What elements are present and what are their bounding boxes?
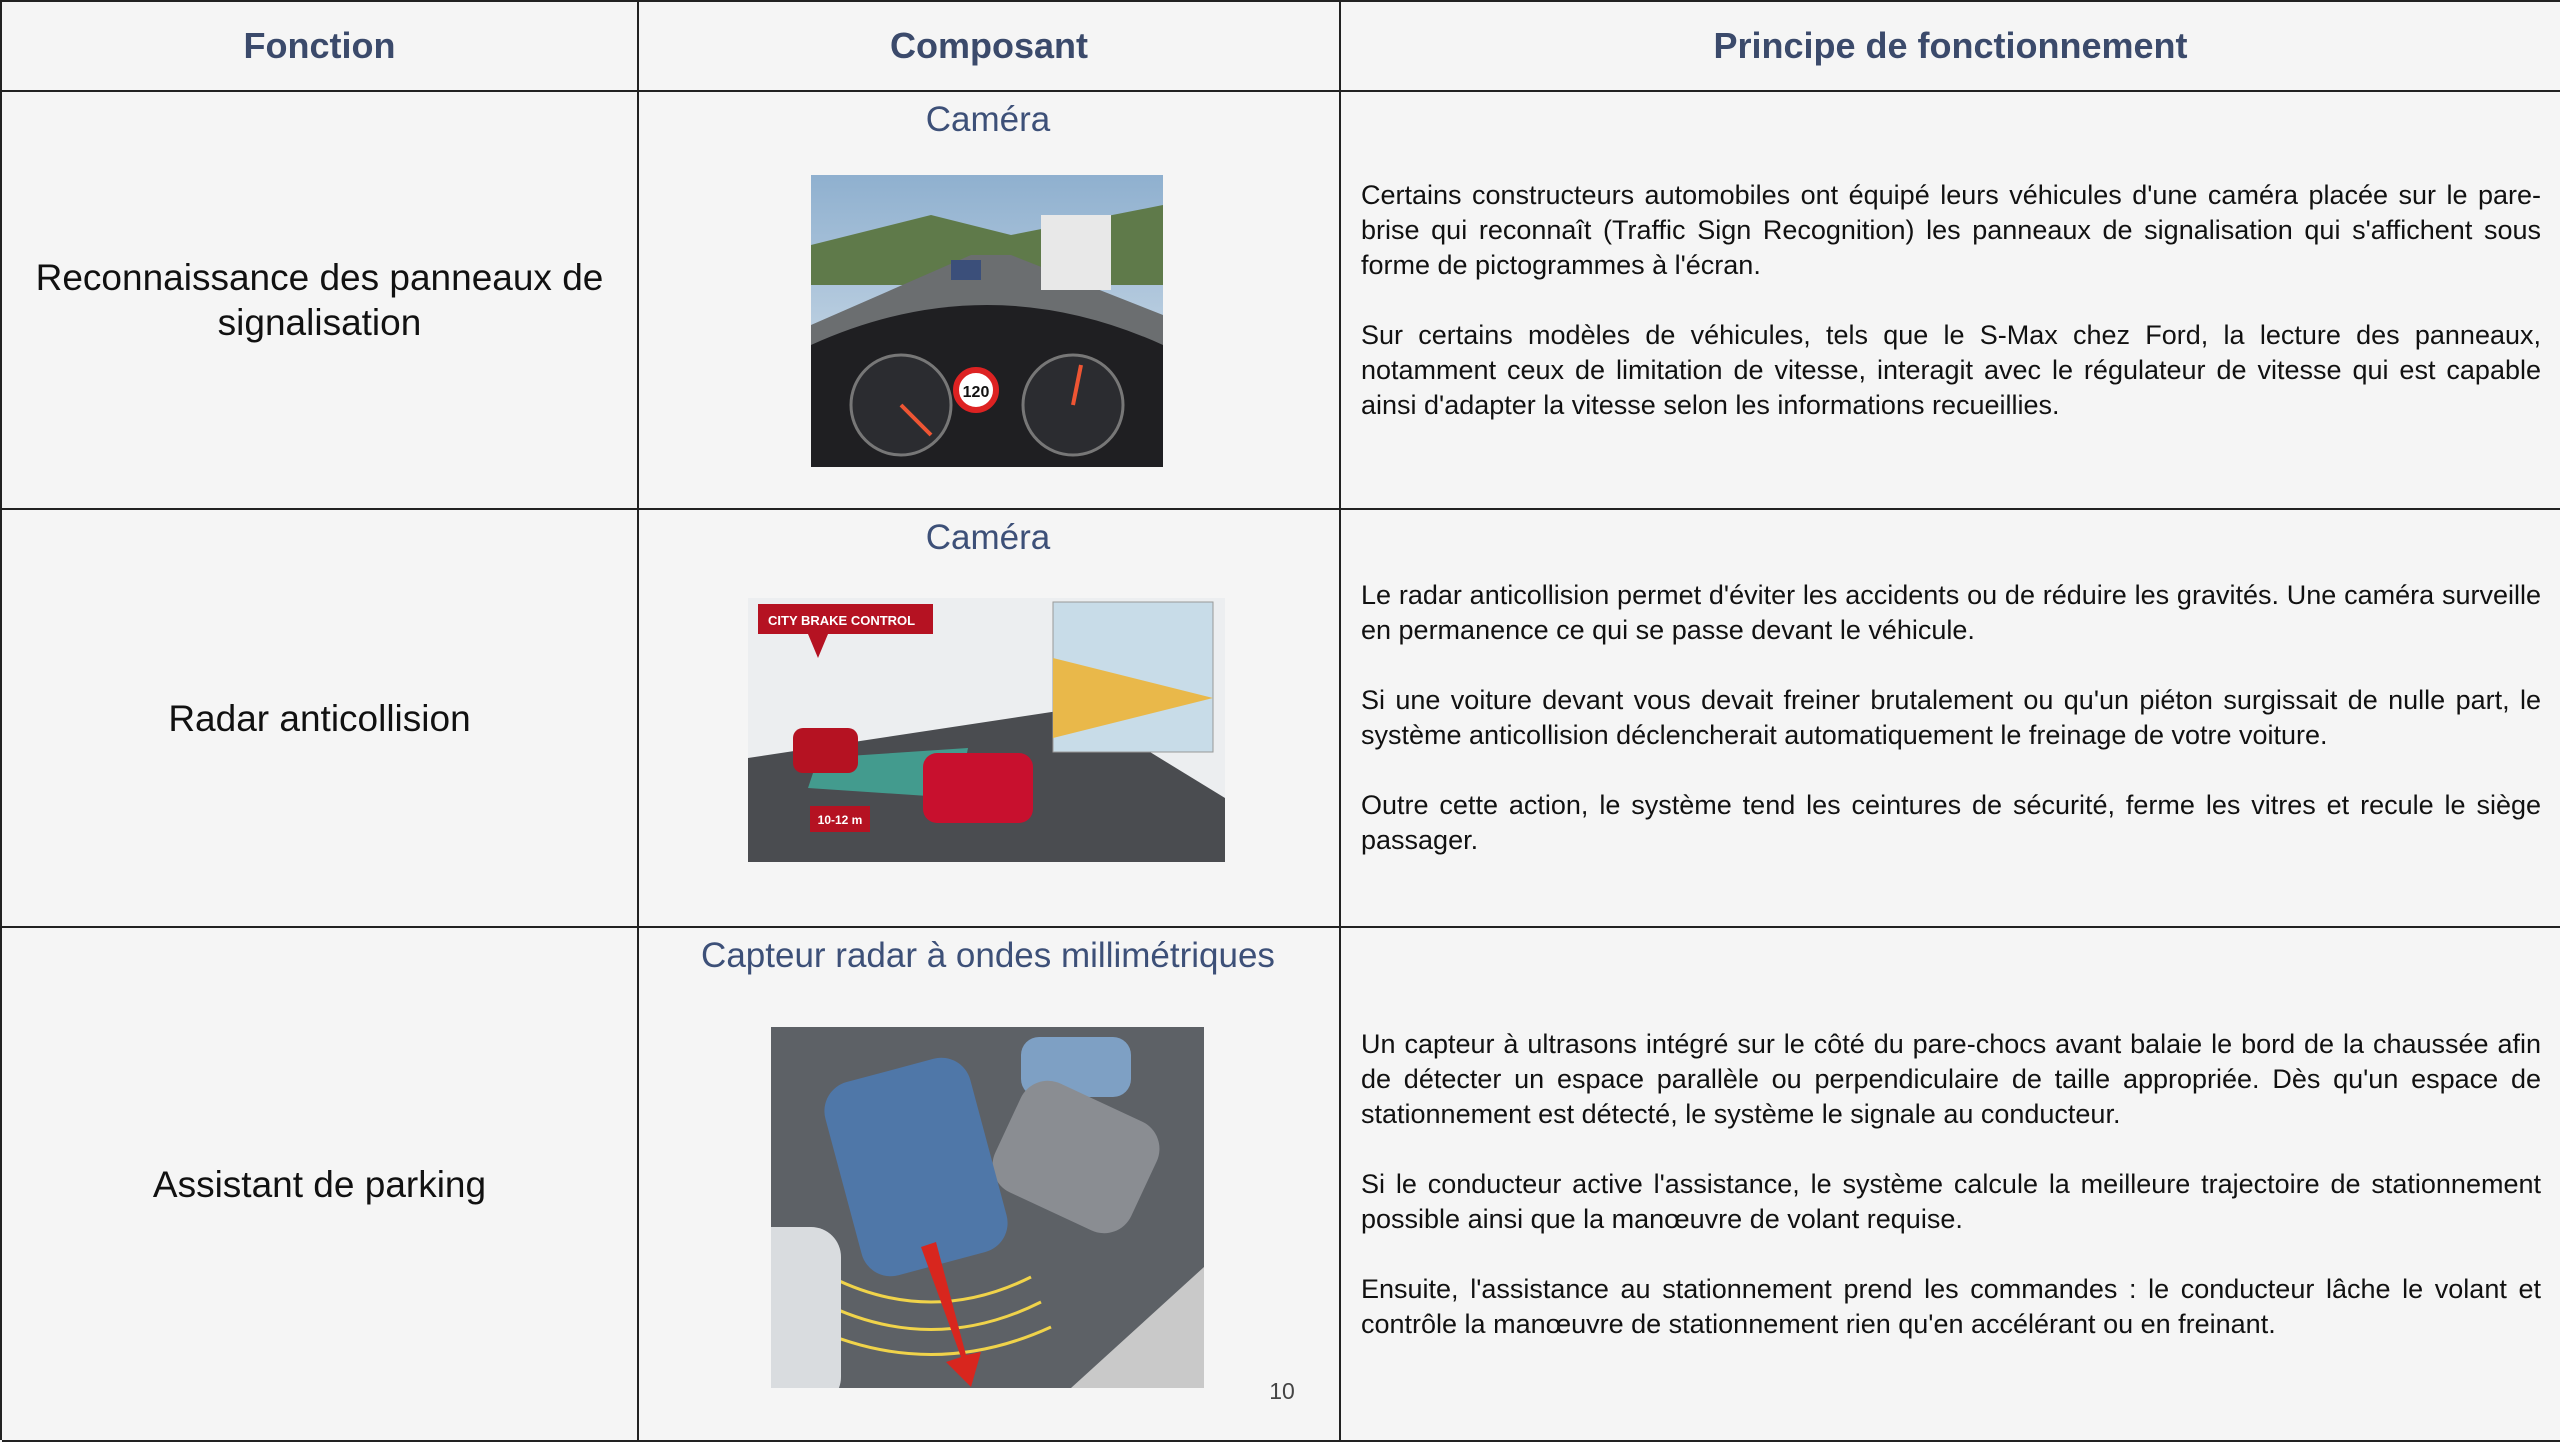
paragraph: Sur certains modèles de véhicules, tels … (1361, 319, 2541, 420)
paragraph: Si le conducteur active l'assistance, le… (1361, 1168, 2541, 1234)
component-cell (639, 92, 1341, 510)
component-title: Caméra (925, 518, 1051, 557)
header-cell: Composant (639, 2, 1341, 92)
paragraph: Le radar anticollision permet d'éviter l… (1361, 580, 2541, 645)
description-cell: Certains constructeurs automobiles ont é… (1341, 92, 2560, 510)
component-title: Caméra (925, 100, 1051, 139)
header-cell: Principe de fonctionnement (1341, 2, 2560, 92)
image-text: CITY BRAKE CONTROL (768, 613, 915, 628)
paragraph: Si une voiture devant vous devait freine… (1361, 685, 2541, 750)
image-text: 10-12 m (818, 813, 863, 827)
paragraph: Outre cette action, le système tend les … (1361, 790, 2541, 855)
function-cell: Reconnaissance des panneaux de signalisa… (2, 92, 639, 510)
function-cell: Radar anticollision (2, 510, 639, 928)
page-number: 10 (1269, 1378, 1295, 1404)
component-title: Capteur radar à ondes millimétriques (701, 936, 1275, 975)
image-text: 120 (963, 384, 990, 401)
description-cell: Le radar anticollision permet d'éviter l… (1341, 510, 2560, 928)
header-cell: Fonction (2, 2, 639, 92)
parking-image (771, 1027, 1204, 1388)
paragraph: Un capteur à ultrasons intégré sur le cô… (1361, 1028, 2541, 1129)
paragraph: Ensuite, l'assistance au stationnement p… (1361, 1273, 2541, 1339)
dashboard-image: 120 (811, 175, 1163, 467)
city-brake-image: CITY BRAKE CONTROL 10-12 m (748, 598, 1225, 862)
function-cell: Assistant de parking (2, 928, 639, 1442)
paragraph: Certains constructeurs automobiles ont é… (1361, 179, 2541, 280)
description-cell: Un capteur à ultrasons intégré sur le cô… (1341, 928, 2560, 1442)
component-cell (639, 510, 1341, 928)
